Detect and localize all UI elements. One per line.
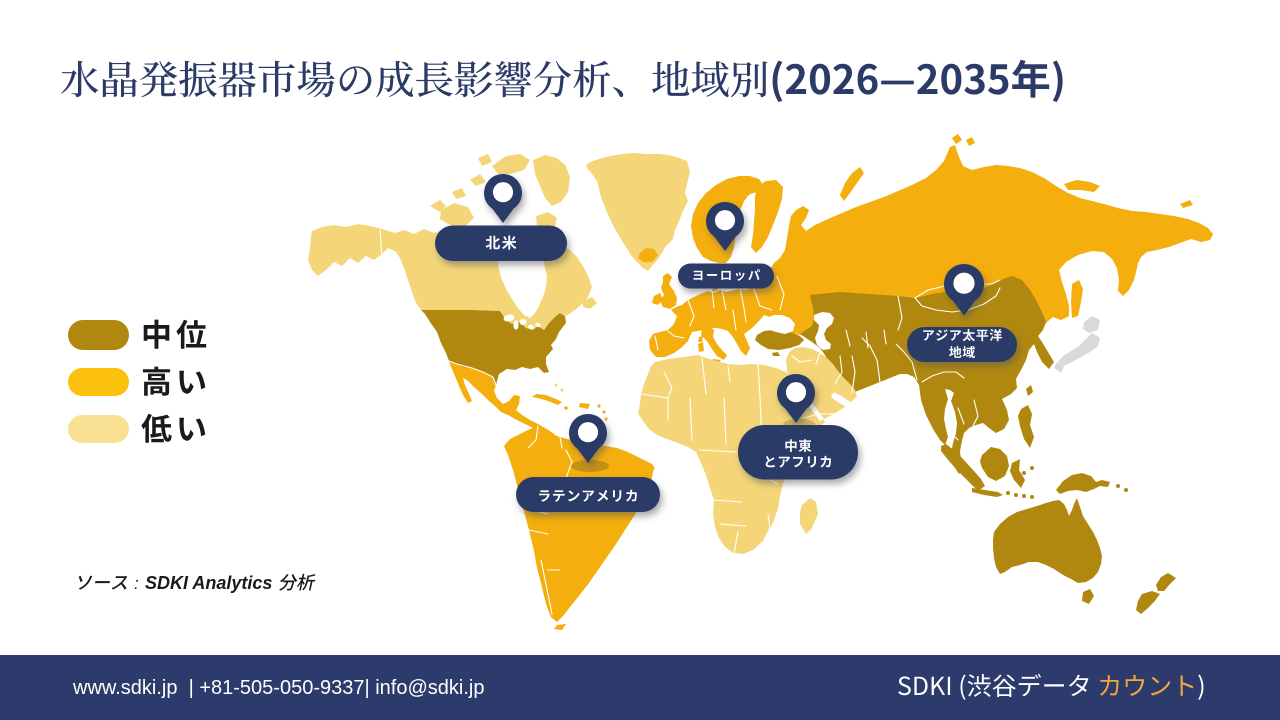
svg-text:www.sdki.jp | +81-505-050-933: www.sdki.jp | +81-505-050-9337| info@sdk… [72,677,484,699]
svg-text:SDKI Analytics: SDKI Analytics [145,573,272,593]
svg-text::: : [134,574,139,593]
